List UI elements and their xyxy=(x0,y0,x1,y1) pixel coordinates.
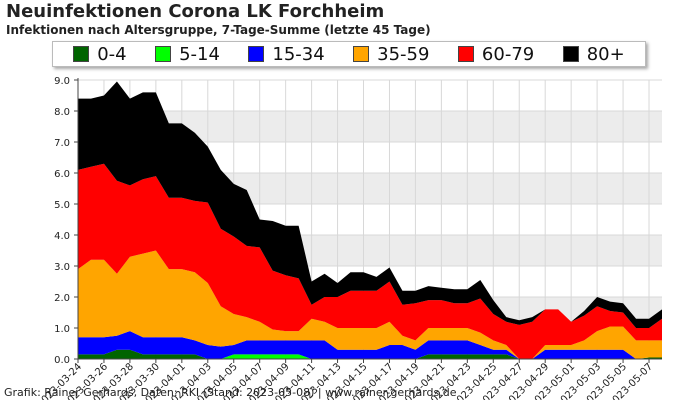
legend-swatch-35-59 xyxy=(353,46,370,62)
series-area-80-plus xyxy=(78,81,662,328)
legend-entry-35-59: 35-59 xyxy=(353,44,429,65)
y-tick-label: 7.0 xyxy=(54,138,70,149)
legend-entry-60-79: 60-79 xyxy=(457,43,535,65)
y-tick-label: 3.0 xyxy=(54,262,70,273)
legend-swatch-5-14 xyxy=(155,46,172,62)
y-tick-label: 5.0 xyxy=(54,200,70,211)
legend-swatch-15-34 xyxy=(248,46,265,62)
legend-swatch-0-4 xyxy=(73,46,90,62)
legend-label-35-59: 35-59 xyxy=(377,43,430,65)
legend-swatch-80-plus xyxy=(562,46,579,62)
y-tick-label: 6.0 xyxy=(54,169,70,180)
chart-title: Neuinfektionen Corona LK Forchheim xyxy=(6,1,385,22)
y-tick-label: 2.0 xyxy=(54,293,70,304)
legend-entry-5-14: 5-14 xyxy=(155,44,220,65)
y-tick-label: 4.0 xyxy=(54,231,70,242)
legend-label-60-79: 60-79 xyxy=(481,43,535,65)
legend-label-15-34: 15-34 xyxy=(272,43,325,65)
grid-band xyxy=(78,80,662,111)
legend-label-0-4: 0-4 xyxy=(97,43,127,65)
chart-legend: 0-4 5-14 15-34 35-59 60-79 80+ xyxy=(52,41,646,67)
y-tick-label: 0.0 xyxy=(54,355,70,366)
y-tick-label: 1.0 xyxy=(54,324,70,335)
legend-entry-80-plus: 80+ xyxy=(562,43,625,65)
legend-entry-0-4: 0-4 xyxy=(73,43,127,65)
y-tick-label: 9.0 xyxy=(54,76,70,87)
legend-swatch-60-79 xyxy=(457,46,474,62)
series-area-35-59 xyxy=(78,250,662,359)
chart-subtitle: Infektionen nach Altersgruppe, 7-Tage-Su… xyxy=(6,23,431,37)
y-tick-label: 8.0 xyxy=(54,107,70,118)
series-area-15-34 xyxy=(78,331,662,359)
legend-entry-15-34: 15-34 xyxy=(248,43,325,65)
legend-label-5-14: 5-14 xyxy=(179,43,220,65)
series-area-60-79 xyxy=(78,163,662,359)
legend-label-80-plus: 80+ xyxy=(586,43,625,65)
chart-footer: Grafik: Rainer Gerhards, Daten: RKI (Sta… xyxy=(4,386,457,399)
